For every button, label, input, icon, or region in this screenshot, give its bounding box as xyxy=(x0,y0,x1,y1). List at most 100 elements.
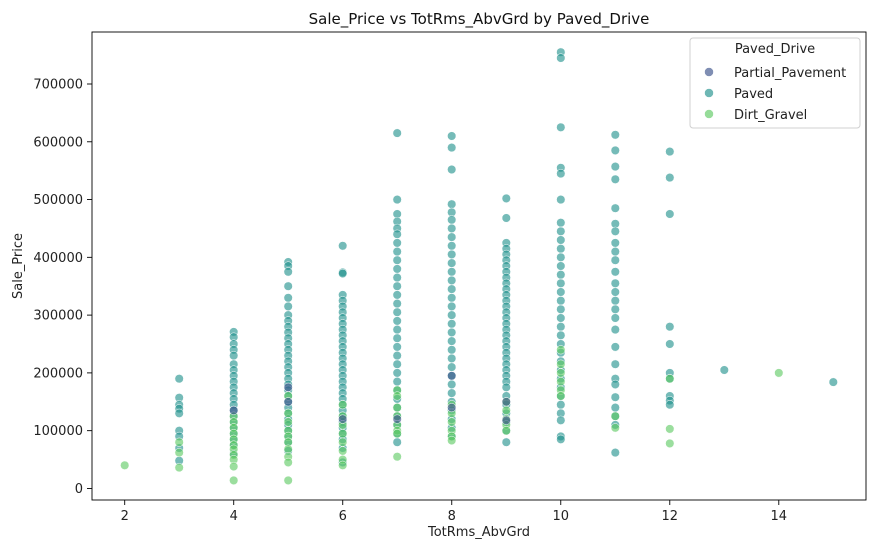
y-tick-label: 200000 xyxy=(33,366,83,381)
data-point xyxy=(556,368,566,378)
data-point xyxy=(610,255,620,265)
data-point xyxy=(556,330,566,340)
data-point xyxy=(447,249,457,259)
scatter-points xyxy=(120,47,838,485)
data-point xyxy=(556,304,566,314)
data-point xyxy=(556,400,566,410)
data-point xyxy=(120,460,130,470)
data-point xyxy=(610,162,620,172)
data-point xyxy=(174,408,184,418)
data-point xyxy=(338,414,348,424)
data-point xyxy=(392,342,402,352)
data-point xyxy=(392,299,402,309)
data-point xyxy=(283,301,293,311)
data-point xyxy=(338,241,348,251)
data-point xyxy=(447,371,457,381)
data-point xyxy=(447,379,457,389)
data-point xyxy=(556,53,566,63)
data-point xyxy=(447,319,457,329)
data-point xyxy=(610,342,620,352)
data-point xyxy=(665,173,675,183)
y-tick-label: 600000 xyxy=(33,135,83,150)
x-tick-label: 2 xyxy=(121,509,129,524)
data-point xyxy=(610,238,620,248)
y-axis-label: Sale_Price xyxy=(11,233,26,299)
data-point xyxy=(610,174,620,184)
data-point xyxy=(610,313,620,323)
data-point xyxy=(501,397,511,407)
data-point xyxy=(665,400,675,410)
data-point xyxy=(610,296,620,306)
legend-title: Paved_Drive xyxy=(735,42,815,57)
data-point xyxy=(556,252,566,262)
data-point xyxy=(556,226,566,236)
data-point xyxy=(665,147,675,157)
y-tick-label: 300000 xyxy=(33,309,83,324)
data-point xyxy=(447,258,457,268)
data-point xyxy=(610,203,620,213)
data-point xyxy=(392,403,402,413)
data-point xyxy=(392,377,402,387)
data-point xyxy=(610,448,620,458)
data-point xyxy=(229,405,239,415)
data-point xyxy=(392,128,402,138)
data-point xyxy=(338,460,348,470)
data-point xyxy=(283,457,293,467)
data-point xyxy=(174,448,184,458)
data-point xyxy=(610,379,620,389)
data-point xyxy=(447,403,457,413)
data-point xyxy=(556,391,566,401)
plot-frame xyxy=(91,31,867,501)
data-point xyxy=(610,130,620,140)
data-point xyxy=(392,391,402,401)
data-point xyxy=(338,429,348,439)
data-point xyxy=(283,267,293,277)
y-axis-ticks: 0 100000 200000 300000 400000 500000 600000 700… xyxy=(33,78,92,497)
data-point xyxy=(338,437,348,447)
data-point xyxy=(447,417,457,427)
data-point xyxy=(338,268,348,279)
data-point xyxy=(556,122,566,132)
data-point xyxy=(447,293,457,303)
data-point xyxy=(392,316,402,326)
data-point xyxy=(556,218,566,228)
data-point xyxy=(447,143,457,153)
data-point xyxy=(447,131,457,141)
data-point xyxy=(665,322,675,332)
data-point xyxy=(392,351,402,361)
data-point xyxy=(174,374,184,384)
data-point xyxy=(392,255,402,265)
data-point xyxy=(610,278,620,288)
data-point xyxy=(392,414,402,424)
data-point xyxy=(556,195,566,205)
data-point xyxy=(447,362,457,372)
data-point xyxy=(392,429,402,439)
legend-entry-label: Dirt_Gravel xyxy=(734,108,807,123)
data-point xyxy=(719,365,729,375)
data-point xyxy=(447,388,457,398)
data-point xyxy=(556,287,566,297)
data-point xyxy=(774,368,784,378)
data-point xyxy=(501,415,511,425)
data-point xyxy=(556,377,566,387)
data-point xyxy=(447,232,457,242)
legend-entry-label: Paved xyxy=(734,87,773,102)
data-point xyxy=(501,437,511,447)
data-point xyxy=(392,264,402,274)
data-point xyxy=(392,368,402,378)
data-point xyxy=(556,359,566,369)
data-point xyxy=(556,296,566,306)
data-point xyxy=(447,223,457,233)
data-point xyxy=(665,424,675,434)
data-point xyxy=(392,325,402,335)
data-point xyxy=(556,244,566,254)
data-point xyxy=(283,382,293,392)
data-point xyxy=(610,423,620,433)
data-point xyxy=(447,310,457,320)
data-point xyxy=(174,463,184,473)
y-tick-label: 700000 xyxy=(33,78,83,93)
data-point xyxy=(610,287,620,297)
data-point xyxy=(501,405,511,415)
data-point xyxy=(501,382,511,392)
